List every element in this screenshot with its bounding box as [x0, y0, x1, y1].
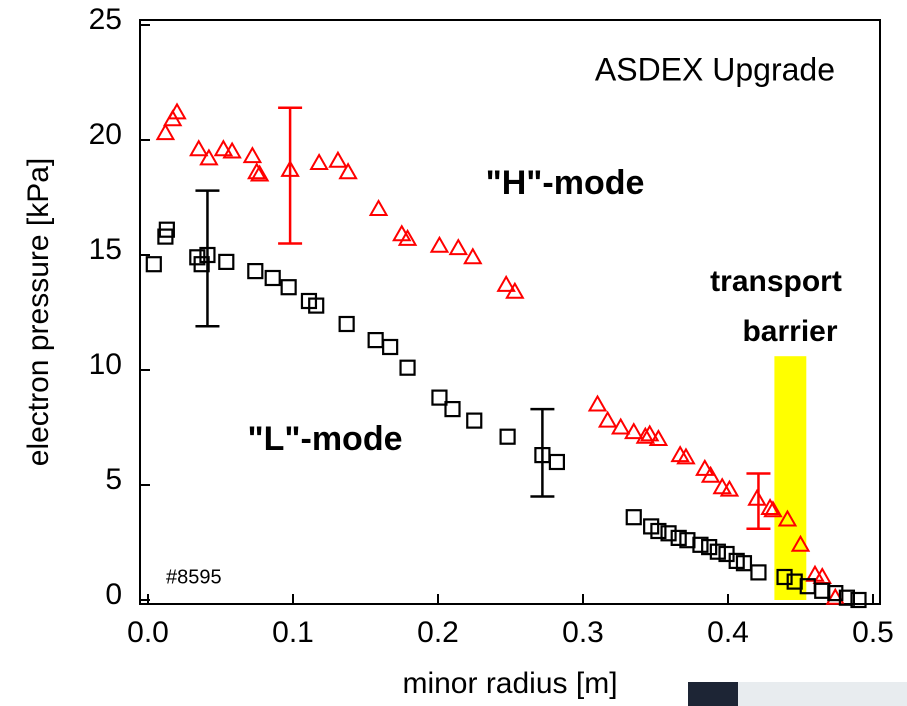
- square-marker: [750, 564, 767, 581]
- square-marker: [692, 536, 709, 553]
- error-bar: [746, 472, 771, 530]
- y-tick-label: 0: [105, 578, 122, 611]
- square-marker: [247, 263, 264, 280]
- annotation: "L"-mode: [247, 420, 402, 458]
- triangle-marker: [763, 500, 783, 518]
- square-marker: [838, 589, 856, 606]
- triangle-marker: [368, 198, 389, 216]
- square-marker: [444, 401, 461, 418]
- annotation: transport: [710, 265, 842, 298]
- shaded-band: [774, 356, 807, 600]
- square-marker: [264, 269, 281, 287]
- square-marker: [367, 332, 384, 349]
- x-tick-label: 0.3: [562, 616, 604, 649]
- error-bar: [530, 407, 555, 498]
- square-marker: [548, 453, 566, 471]
- x-tick-label: 0.1: [272, 616, 314, 649]
- triangle-marker: [448, 238, 469, 256]
- triangle-marker: [189, 139, 209, 157]
- triangle-marker: [760, 497, 780, 515]
- triangle-marker: [700, 465, 721, 483]
- square-marker: [158, 221, 175, 238]
- triangle-marker: [309, 152, 329, 170]
- triangle-marker: [429, 235, 450, 253]
- square-marker: [625, 509, 642, 526]
- square-marker: [850, 591, 867, 609]
- triangle-marker: [790, 534, 811, 552]
- plot-frame: [139, 19, 881, 605]
- photo-fragment-dark: [688, 682, 738, 706]
- triangle-marker: [610, 417, 631, 435]
- triangle-marker: [648, 428, 669, 446]
- square-marker: [338, 315, 355, 333]
- triangle-marker: [247, 162, 267, 180]
- annotation: #8595: [166, 566, 222, 588]
- triangle-marker: [587, 394, 608, 412]
- square-marker: [280, 279, 297, 296]
- triangle-marker: [392, 224, 412, 242]
- x-tick-label: 0.5: [852, 616, 894, 649]
- square-marker: [399, 359, 416, 376]
- square-marker: [670, 529, 687, 547]
- x-tick-label: 0.2: [417, 616, 459, 649]
- triangle-marker: [639, 424, 660, 442]
- square-marker: [709, 543, 726, 560]
- square-marker: [701, 538, 718, 556]
- square-marker: [193, 256, 210, 273]
- triangle-marker: [199, 148, 219, 166]
- square-marker: [218, 253, 235, 270]
- square-marker: [382, 338, 399, 356]
- square-marker: [827, 584, 844, 602]
- square-marker: [735, 555, 753, 572]
- x-axis-label: minor radius [m]: [402, 667, 617, 700]
- triangle-marker: [280, 159, 300, 177]
- x-tick-label: 0.4: [707, 616, 749, 649]
- y-tick-label: 25: [89, 3, 122, 36]
- square-marker: [776, 568, 793, 586]
- square-marker: [199, 246, 216, 264]
- triangle-marker: [676, 447, 696, 465]
- triangle-marker: [167, 102, 187, 120]
- triangle-marker: [222, 141, 242, 159]
- triangle-marker: [635, 426, 656, 444]
- annotation: "H"-mode: [486, 164, 645, 202]
- triangle-marker: [624, 422, 644, 440]
- y-axis-label: electron pressure [kPa]: [22, 158, 55, 466]
- y-tick-label: 15: [89, 233, 122, 266]
- triangle-marker: [719, 479, 740, 497]
- square-marker: [650, 522, 667, 540]
- triangle-marker: [397, 228, 418, 246]
- y-tick-label: 20: [89, 118, 122, 151]
- square-marker: [660, 525, 677, 542]
- triangle-marker: [777, 509, 798, 527]
- y-tick-label: 5: [105, 463, 122, 496]
- triangle-marker: [463, 247, 483, 265]
- y-tick-label: 10: [89, 348, 122, 381]
- triangle-marker: [249, 164, 270, 182]
- square-marker: [431, 389, 448, 406]
- square-marker: [308, 297, 325, 314]
- square-marker: [145, 256, 162, 273]
- square-marker: [499, 428, 516, 445]
- x-tick-label: 0.0: [127, 616, 169, 649]
- triangle-marker: [597, 410, 618, 428]
- triangle-marker: [338, 162, 358, 180]
- triangle-marker: [496, 274, 516, 292]
- triangle-marker: [155, 123, 176, 141]
- triangle-marker: [242, 146, 263, 164]
- error-bar: [195, 189, 220, 328]
- triangle-marker: [213, 139, 234, 157]
- triangle-marker: [747, 488, 767, 506]
- square-marker: [814, 582, 831, 599]
- triangle-marker: [505, 281, 525, 299]
- triangle-marker: [695, 458, 715, 476]
- square-marker: [466, 412, 483, 429]
- annotation: ASDEX Upgrade: [595, 51, 835, 87]
- annotation: barrier: [742, 315, 837, 348]
- triangle-marker: [328, 150, 348, 168]
